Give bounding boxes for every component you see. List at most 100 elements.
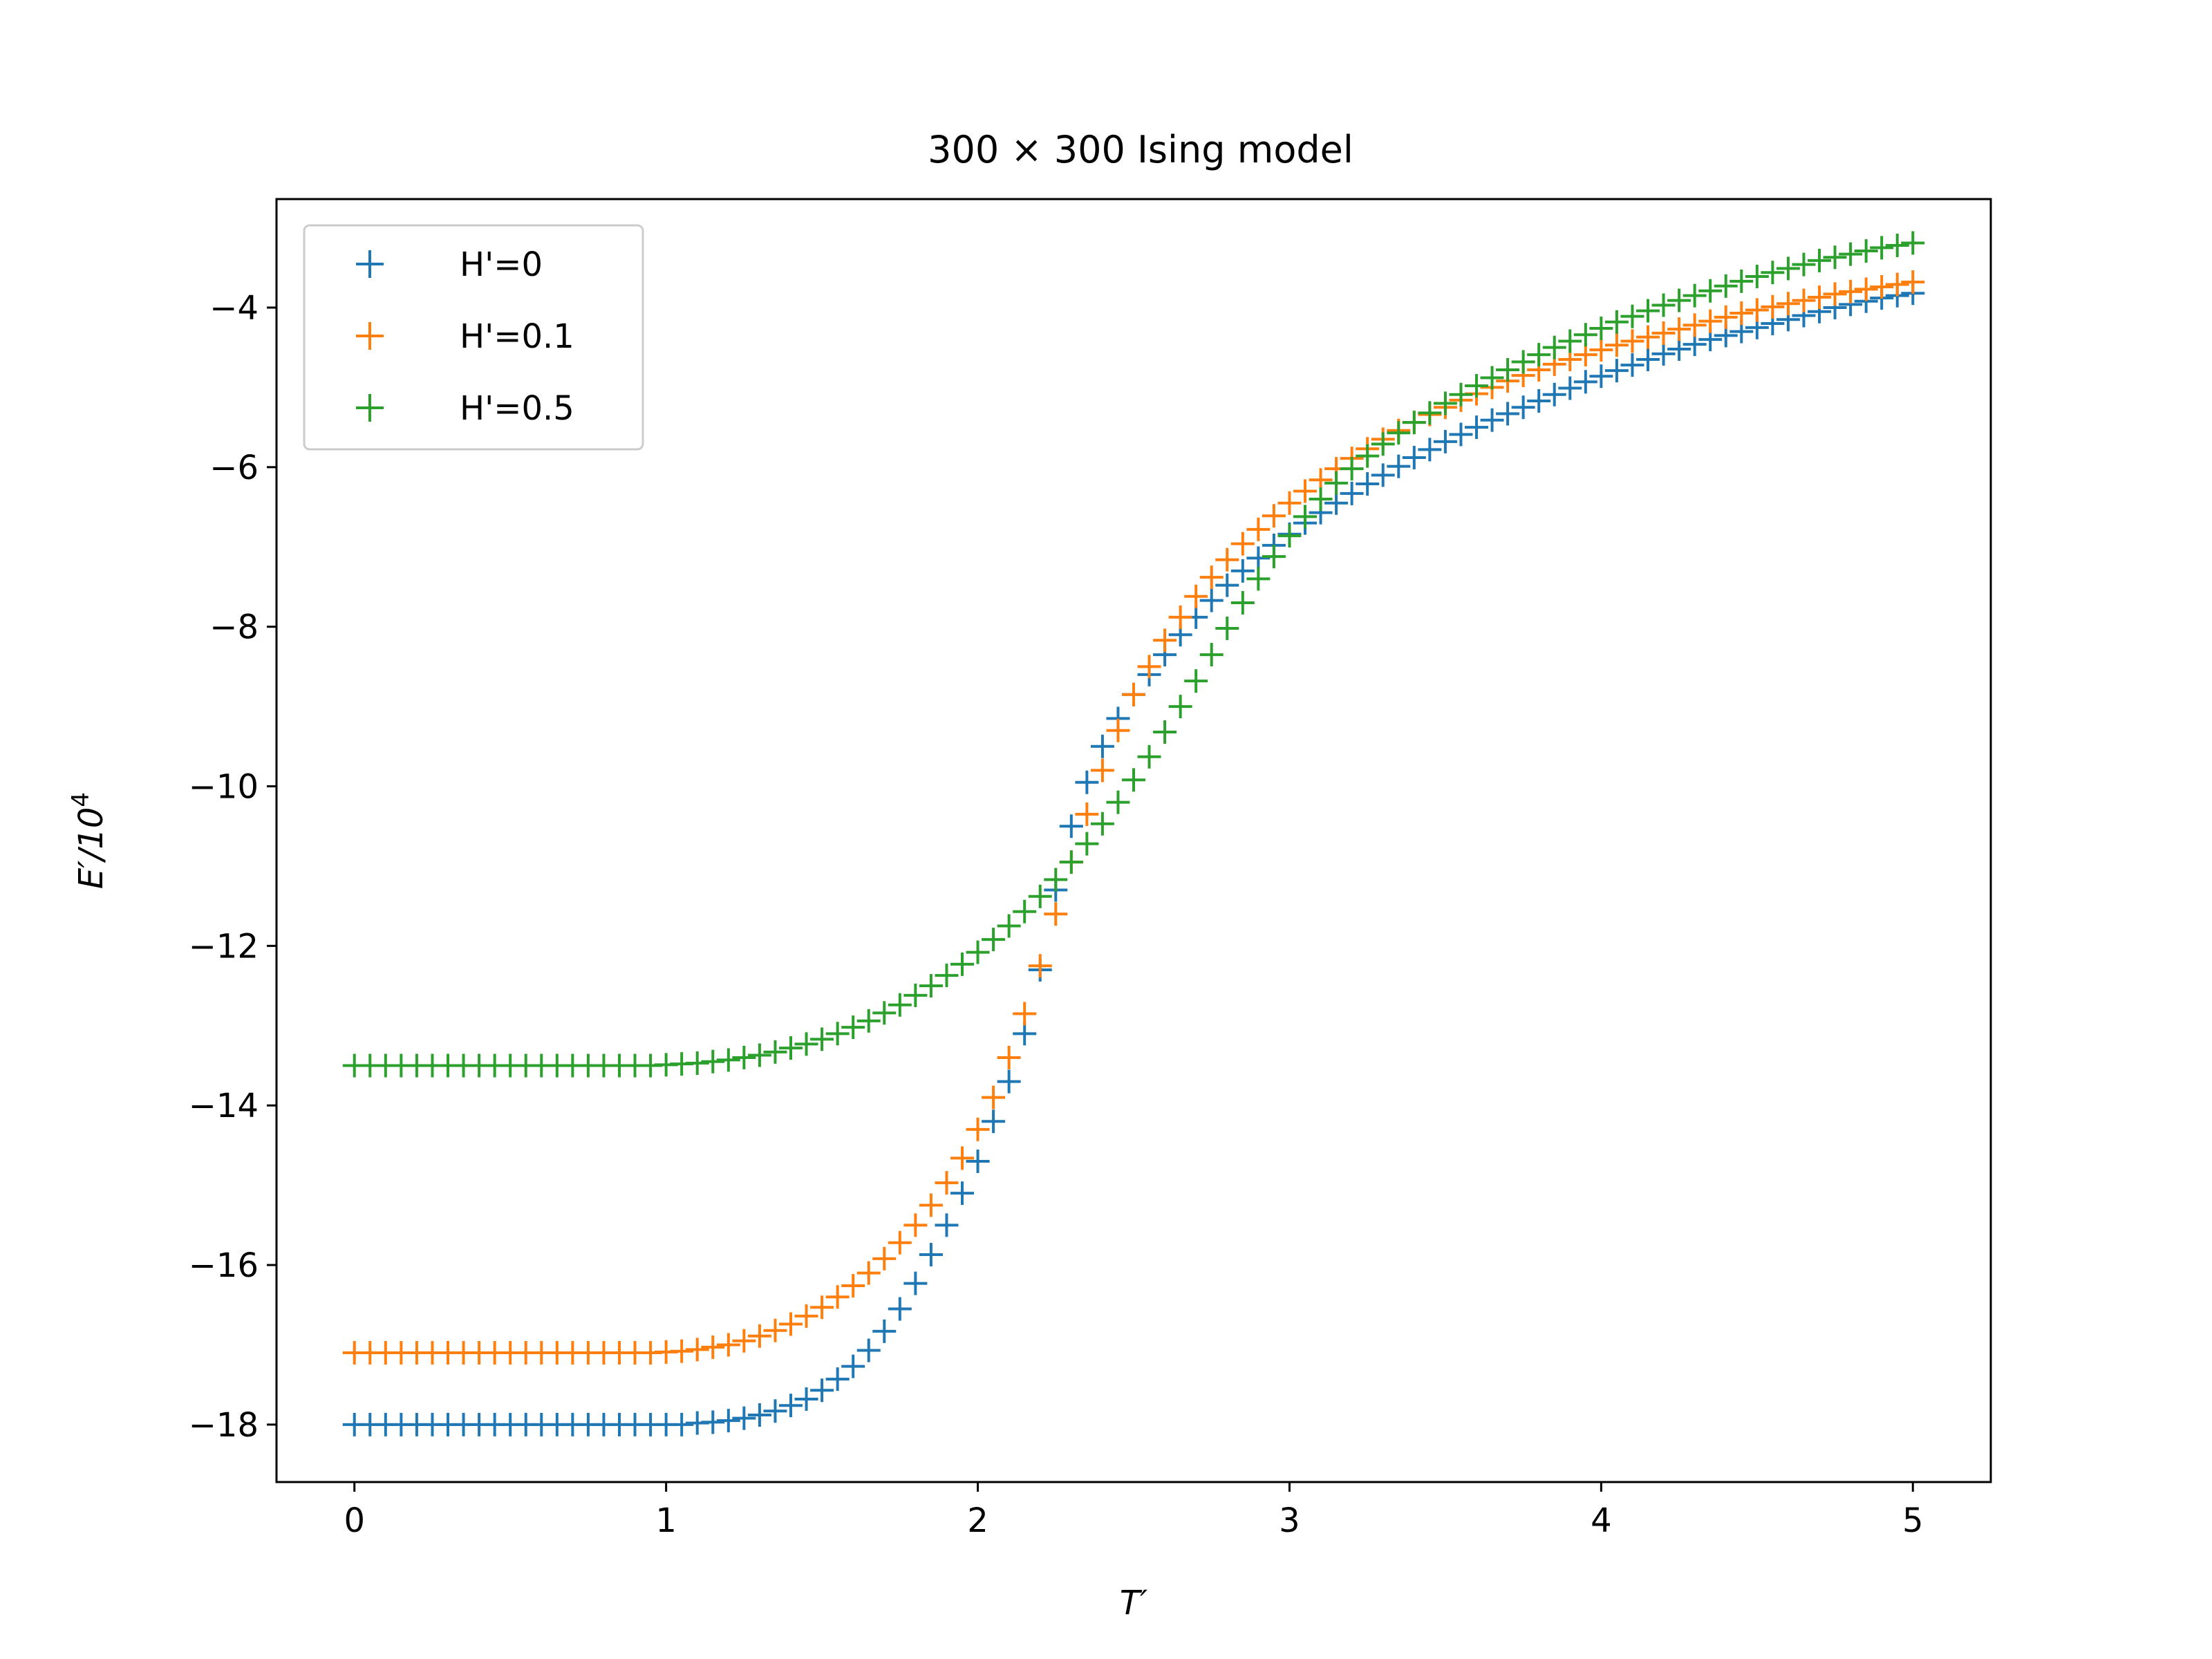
data-point: [1792, 288, 1816, 312]
data-point: [1776, 256, 1800, 281]
data-point: [1371, 432, 1395, 456]
data-point: [1527, 343, 1551, 367]
data-point: [670, 1412, 694, 1436]
data-point: [1698, 279, 1723, 303]
legend-marker: [356, 250, 384, 278]
data-point: [1808, 285, 1831, 309]
data-point: [1106, 718, 1130, 742]
data-point: [997, 1069, 1021, 1094]
data-point: [1230, 532, 1255, 556]
data-point: [1075, 832, 1099, 856]
series-2-points: [342, 231, 1925, 1078]
data-point: [1573, 323, 1597, 347]
data-point: [935, 964, 959, 988]
data-point: [1106, 790, 1130, 814]
data-point: [794, 1387, 818, 1411]
data-point: [841, 1274, 865, 1298]
data-point: [763, 1318, 787, 1342]
data-point: [888, 993, 912, 1017]
x-tick-label: 3: [1279, 1501, 1300, 1540]
data-point: [685, 1338, 709, 1362]
data-point: [1870, 236, 1894, 260]
data-point: [1589, 338, 1613, 362]
data-point: [1122, 682, 1145, 706]
data-point: [1059, 814, 1083, 838]
data-point: [1199, 565, 1224, 590]
y-tick-label: −6: [209, 449, 259, 487]
data-point: [1465, 415, 1488, 440]
data-point: [732, 1329, 756, 1353]
data-point: [1340, 457, 1364, 481]
data-point: [1792, 252, 1816, 276]
data-point: [1527, 389, 1551, 413]
data-point: [950, 952, 974, 976]
data-point: [716, 1409, 740, 1433]
data-point: [935, 1171, 959, 1195]
data-point: [810, 1295, 834, 1320]
data-point: [1137, 655, 1161, 679]
x-axis-ticks: 0 1 2 3 4 5: [344, 1482, 1924, 1540]
data-point: [919, 1243, 943, 1267]
x-tick-label: 5: [1902, 1501, 1924, 1540]
data-point: [903, 1271, 928, 1295]
data-point: [825, 1022, 850, 1046]
data-point: [1059, 850, 1083, 874]
data-point: [1589, 316, 1613, 340]
data-point: [1449, 422, 1473, 447]
data-point: [1604, 310, 1629, 334]
data-point: [1402, 411, 1426, 435]
data-point: [1199, 643, 1224, 667]
legend-label: H'=0.1: [460, 317, 574, 356]
data-point: [1449, 382, 1473, 406]
data-point: [1745, 264, 1769, 288]
data-point: [1433, 429, 1457, 453]
data-point: [825, 1285, 850, 1309]
data-point: [1651, 341, 1676, 366]
data-point: [1870, 274, 1894, 299]
data-point: [1667, 317, 1691, 341]
data-point: [1402, 445, 1426, 469]
data-point: [1230, 559, 1255, 583]
legend-marker: [356, 322, 384, 350]
data-point: [701, 1335, 725, 1359]
data-point: [747, 1043, 771, 1067]
y-tick-label: −8: [209, 608, 259, 647]
data-point: [1262, 545, 1286, 569]
data-point: [982, 928, 1006, 952]
data-point: [1730, 301, 1754, 326]
data-point: [1698, 309, 1723, 333]
data-point: [1387, 454, 1411, 478]
data-point: [1184, 669, 1208, 693]
data-point: [747, 1324, 771, 1348]
legend: H'=0 H'=0.1 H'=0.5: [303, 224, 644, 451]
data-point: [1356, 444, 1380, 468]
x-tick-label: 0: [344, 1501, 365, 1540]
legend-box: [303, 224, 644, 451]
data-point: [1511, 350, 1535, 374]
data-point: [1885, 233, 1909, 257]
data-point: [1262, 504, 1286, 528]
legend-marker: [356, 394, 384, 422]
data-point: [1620, 329, 1644, 353]
data-point: [1215, 573, 1239, 597]
data-point: [1277, 524, 1302, 548]
data-point: [950, 1146, 974, 1170]
data-point: [716, 1048, 740, 1072]
data-point: [935, 1213, 959, 1237]
x-axis-label: T′: [1120, 1584, 1147, 1622]
data-point: [1636, 325, 1660, 349]
data-point: [1153, 720, 1177, 744]
data-point: [1901, 270, 1925, 294]
data-point: [1418, 401, 1442, 425]
data-point: [903, 1213, 928, 1237]
data-point: [1620, 353, 1644, 377]
data-point: [685, 1051, 709, 1076]
data-point: [1418, 438, 1442, 462]
y-axis-label: E′/104: [67, 792, 111, 889]
data-point: [825, 1367, 850, 1391]
data-point: [670, 1339, 694, 1363]
y-tick-label: −12: [189, 927, 259, 966]
data-point: [1090, 812, 1114, 836]
data-point: [888, 1230, 912, 1255]
